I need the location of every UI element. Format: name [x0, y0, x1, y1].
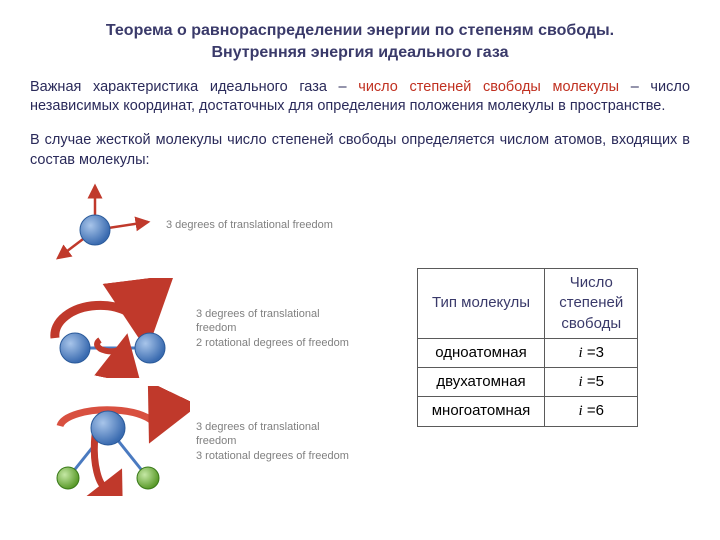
cell-type: двухатомная — [417, 368, 545, 397]
diagram-diatomic: 3 degrees of translational freedom 2 rot… — [30, 278, 355, 378]
table-header-row: Тип молекулы Число степеней свободы — [417, 269, 638, 339]
diagrams-column: 3 degrees of translational freedom — [30, 180, 365, 504]
d1-label-1: 3 degrees of translational freedom — [166, 218, 333, 232]
cell-val: i =3 — [545, 338, 638, 367]
d2-label-2: 2 rotational degrees of freedom — [196, 336, 355, 350]
diagram-monoatomic: 3 degrees of translational freedom — [30, 180, 355, 270]
table-row: одноатомная i =3 — [417, 338, 638, 367]
paragraph-1: Важная характеристика идеального газа – … — [30, 78, 690, 117]
table-row: двухатомная i =5 — [417, 368, 638, 397]
table-row: многоатомная i =6 — [417, 397, 638, 426]
th-dof: Число степеней свободы — [545, 269, 638, 339]
th-type: Тип молекулы — [417, 269, 545, 339]
d3-label-1: 3 degrees of translational freedom — [196, 420, 355, 449]
polyatomic-svg — [30, 386, 190, 496]
paragraph-2: В случае жесткой молекулы число степеней… — [30, 131, 690, 170]
page-title: Теорема о равнораспределении энергии по … — [30, 20, 690, 63]
degrees-table: Тип молекулы Число степеней свободы одно… — [417, 268, 639, 427]
cell-val: i =6 — [545, 397, 638, 426]
title-line-2: Внутренняя энергия идеального газа — [211, 44, 508, 61]
diatomic-svg — [30, 278, 190, 378]
d3-label-2: 3 rotational degrees of freedom — [196, 449, 355, 463]
d2-label-1: 3 degrees of translational freedom — [196, 307, 355, 336]
title-line-1: Теорема о равнораспределении энергии по … — [106, 22, 614, 39]
cell-type: одноатомная — [417, 338, 545, 367]
cell-val: i =5 — [545, 368, 638, 397]
cell-type: многоатомная — [417, 397, 545, 426]
monoatomic-svg — [30, 180, 160, 270]
diagram-polyatomic: 3 degrees of translational freedom 3 rot… — [30, 386, 355, 496]
accent-term: число степеней свободы молекулы — [358, 79, 619, 95]
